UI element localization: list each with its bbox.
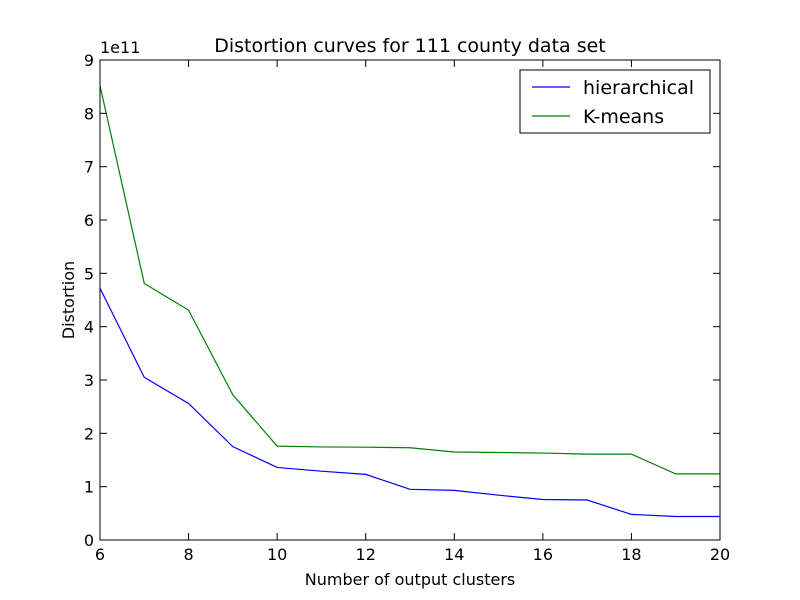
- axes-frame: [99, 59, 721, 541]
- x-tick-label: 20: [710, 545, 730, 564]
- y-tick-label: 2: [84, 424, 94, 443]
- y-tick-label: 3: [84, 371, 94, 390]
- x-tick-label: 14: [444, 545, 464, 564]
- x-tick-label: 18: [621, 545, 641, 564]
- x-tick-label: 12: [356, 545, 376, 564]
- x-axis-label: Number of output clusters: [305, 570, 515, 589]
- x-tick-label: 16: [533, 545, 553, 564]
- legend-box: [519, 69, 711, 134]
- x-tick-label: 6: [95, 545, 105, 564]
- chart-title: Distortion curves for 111 county data se…: [214, 35, 606, 57]
- legend-entry: hierarchical: [583, 77, 694, 99]
- legend: hierarchical K-means: [519, 69, 711, 134]
- y-tick-label: 5: [84, 264, 94, 283]
- x-tick-label: 8: [183, 545, 193, 564]
- series-line-hierarchical: [99, 288, 720, 518]
- y-tick-label: 8: [84, 104, 94, 123]
- y-tick-label: 0: [84, 531, 94, 550]
- y-axis-offset-label: 1e11: [100, 38, 140, 57]
- x-tick-label: 10: [267, 545, 287, 564]
- y-tick-label: 4: [84, 318, 94, 337]
- y-tick-label: 7: [84, 158, 94, 177]
- y-axis-label: Distortion: [59, 261, 78, 339]
- y-tick-label: 1: [84, 478, 94, 497]
- y-tick-label: 6: [84, 211, 94, 230]
- y-tick-label: 9: [84, 51, 94, 70]
- legend-entry: K-means: [583, 106, 664, 128]
- series-line-k-means: [99, 85, 720, 475]
